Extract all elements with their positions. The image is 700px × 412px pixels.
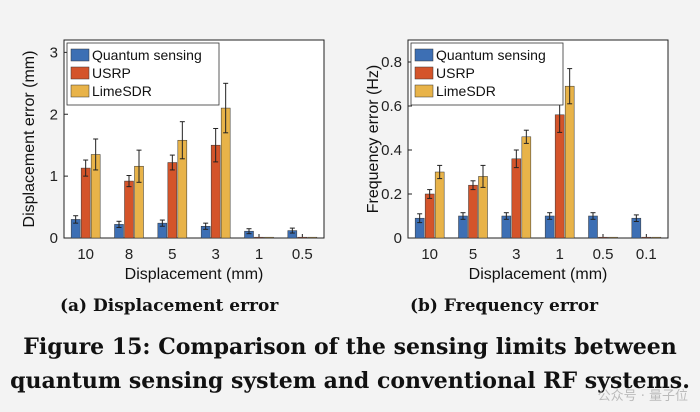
chart1-x-tick-label: 10 — [77, 246, 94, 263]
chart1-x-tick-label: 5 — [168, 246, 176, 263]
chart1-y-tick-label: 3 — [50, 44, 58, 61]
chart1-y-axis-label: Displacement error (mm) — [21, 51, 38, 228]
chart2-bar — [564, 85, 575, 239]
chart2-x-axis-label: Displacement (mm) — [469, 266, 608, 283]
chart1-bar — [264, 236, 274, 239]
chart2-y-axis-label: Frequency error (Hz) — [365, 65, 382, 213]
chart2-legend-label: Quantum sensing — [436, 47, 546, 63]
chart2-legend-label: USRP — [436, 65, 475, 81]
chart2-x-tick-label: 10 — [421, 246, 438, 263]
chart2-legend-swatch — [414, 84, 434, 98]
chart2-legend-swatch — [414, 48, 434, 62]
chart2-bar — [554, 114, 565, 239]
chart2-x-tick-label: 5 — [469, 246, 477, 263]
chart2-legend-label: LimeSDR — [436, 83, 496, 99]
chart2-x-tick-label: 0.5 — [593, 246, 614, 263]
chart2-y-tick-label: 0.2 — [381, 186, 402, 203]
chart1-bar — [297, 236, 308, 239]
chart2-y-tick-label: 0.6 — [381, 98, 402, 115]
chart2-bar — [651, 236, 662, 239]
chart2-legend-swatch — [414, 66, 434, 80]
chart1-bar — [124, 180, 134, 239]
chart1-x-tick-label: 3 — [211, 246, 219, 263]
chart2-bar — [598, 236, 608, 239]
chart1-y-tick-label: 0 — [50, 230, 58, 247]
chart2-x-tick-label: 1 — [555, 246, 563, 263]
chart2-bar — [511, 158, 522, 239]
chart1-bar — [254, 236, 264, 239]
chart1-x-axis-label: Displacement (mm) — [125, 266, 264, 283]
chart2-y-tick-label: 0 — [394, 230, 402, 247]
chart2-x-tick-label: 3 — [512, 246, 520, 263]
chart1-bar — [167, 162, 178, 239]
chart1-x-tick-label: 1 — [255, 246, 263, 263]
chart1-legend-label: USRP — [92, 65, 131, 81]
chart1-legend-box — [66, 42, 220, 106]
chart2-legend-box — [410, 42, 564, 106]
chart1-bar — [80, 167, 91, 239]
figure-caption: Figure 15: Comparison of the sensing lim… — [10, 334, 690, 394]
chart2-y-tick-label: 0.8 — [381, 54, 402, 71]
chart1-legend-swatch — [70, 48, 90, 62]
chart2-bar — [521, 136, 532, 239]
caption-b: (b) Frequency error — [410, 296, 599, 316]
chart2-y-tick-label: 0.4 — [381, 142, 402, 159]
chart1-y-tick-label: 1 — [50, 168, 58, 185]
chart2-bar — [641, 236, 652, 239]
caption-a: (a) Displacement error — [60, 296, 279, 316]
chart2-bar — [468, 184, 478, 239]
chart2-bar — [608, 236, 618, 239]
chart1-x-tick-label: 8 — [125, 246, 133, 263]
watermark: 公众号 · 量子位 — [597, 389, 688, 404]
chart1-legend-swatch — [70, 84, 90, 98]
chart2-bar — [434, 171, 445, 239]
chart1-legend-label: Quantum sensing — [92, 47, 202, 63]
chart2-bar — [424, 193, 435, 239]
chart2-x-tick-label: 0.1 — [636, 246, 657, 263]
chart1-y-tick-label: 2 — [50, 106, 58, 123]
chart1-legend-label: LimeSDR — [92, 83, 152, 99]
chart1-x-tick-label: 0.5 — [292, 246, 313, 263]
chart1-bar — [307, 236, 318, 239]
chart1-legend-swatch — [70, 66, 90, 80]
